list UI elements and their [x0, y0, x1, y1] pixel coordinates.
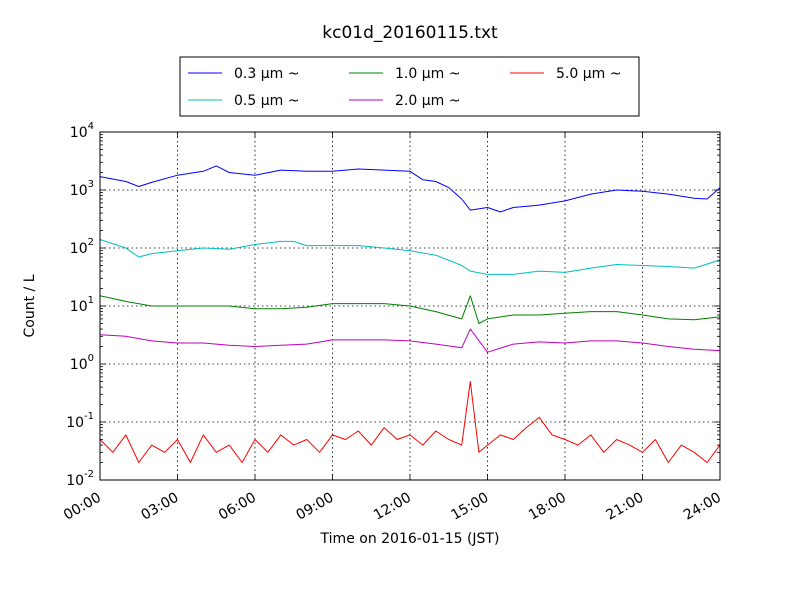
x-tick-label: 24:00 [681, 490, 724, 524]
x-tick-label: 03:00 [139, 490, 182, 524]
x-tick-label: 06:00 [216, 490, 259, 524]
x-tick-label: 12:00 [371, 490, 414, 524]
legend: 0.3 μm ~ 0.5 μm ~ 1.0 μm ~ 2.0 μm ~ 5.0 μm ~ [179, 56, 640, 117]
series-line-1 [99, 165, 721, 213]
x-tick-label: 18:00 [526, 490, 569, 524]
x-tick-labels: 00:00 03:00 06:00 09:00 12:00 15:00 18:00 21:00… [61, 490, 724, 524]
y-tick-label: 103 [70, 179, 94, 199]
y-tick-labels: 10-2 10-1 100 101 102 103 104 [66, 121, 94, 489]
y-tick-label: 102 [70, 237, 94, 257]
y-tick-label: 10-2 [66, 469, 94, 489]
x-tick-label: 15:00 [449, 490, 492, 524]
legend-label: 2.0 μm ~ [395, 93, 460, 109]
series-lines [99, 165, 721, 463]
series-line-5 [99, 381, 721, 463]
plot-frame [99, 131, 721, 481]
x-tick-label: 00:00 [61, 490, 104, 524]
series-line-3 [99, 295, 721, 324]
y-tick-label: 101 [70, 295, 94, 315]
legend-label: 5.0 μm ~ [556, 66, 621, 82]
x-tick-label: 21:00 [604, 490, 647, 524]
series-line-2 [99, 239, 721, 275]
x-tick-label: 09:00 [294, 490, 337, 524]
y-tick-label: 104 [70, 121, 94, 141]
series-line-4 [99, 328, 721, 353]
legend-label: 1.0 μm ~ [395, 66, 460, 82]
legend-frame [179, 56, 640, 117]
legend-label: 0.5 μm ~ [234, 93, 299, 109]
legend-label: 0.3 μm ~ [234, 66, 299, 82]
y-tick-label: 10-1 [66, 411, 94, 431]
y-tick-label: 100 [70, 353, 94, 373]
y-axis-label: Count / L [22, 274, 38, 337]
chart-title: kc01d_20160115.txt [322, 23, 498, 43]
x-axis-label: Time on 2016-01-15 (JST) [320, 531, 500, 547]
